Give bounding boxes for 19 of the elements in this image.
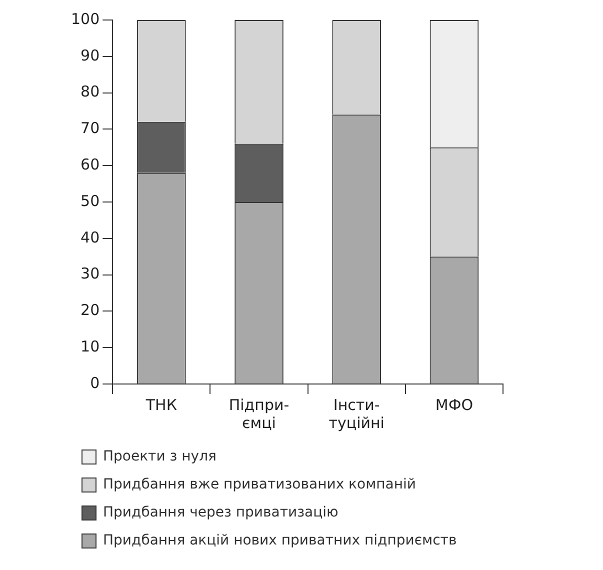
y-tick-label: 10 <box>80 337 100 356</box>
x-tick-label: Підпри- ємці <box>228 396 290 432</box>
y-tick-label: 40 <box>80 228 100 246</box>
y-tick-label: 50 <box>80 192 100 210</box>
legend-label: Придбання через приватизацію <box>103 504 339 521</box>
legend-label: Проекти з нуля <box>103 448 216 465</box>
y-tick-label: 100 <box>70 10 100 28</box>
x-tick-label: МФО <box>435 396 474 414</box>
y-tick-label: 20 <box>80 301 100 320</box>
y-tick-label: 30 <box>80 264 100 283</box>
y-tick-label: 60 <box>80 155 100 174</box>
legend-label: Придбання вже приватизованих компаній <box>103 476 416 493</box>
y-tick-label: 90 <box>80 46 100 64</box>
x-tick-label: ТНК <box>144 396 178 414</box>
legend-label: Придбання акцій нових приватних підприємств <box>103 532 457 549</box>
y-tick-label: 70 <box>80 119 100 138</box>
x-tick-label: Інсти- туційні <box>328 396 384 432</box>
y-tick-label: 80 <box>80 82 100 101</box>
y-tick-label: 0 <box>90 374 100 392</box>
